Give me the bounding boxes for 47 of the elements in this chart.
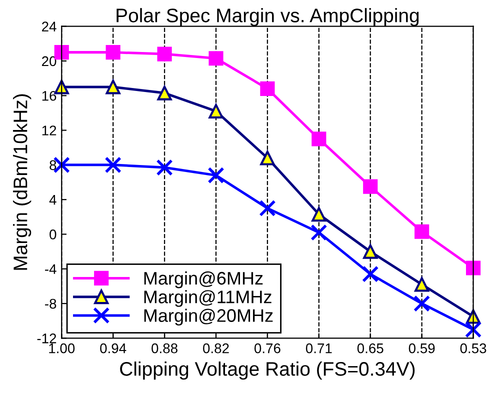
point [413,295,430,312]
x-tick-label: 0.94 [100,343,126,354]
point [260,150,275,166]
legend-label: Margin@11MHz [144,290,272,307]
point [104,156,122,174]
point [466,260,481,276]
point [310,224,328,241]
x-tick-label: 0.65 [357,343,384,354]
point [414,224,430,239]
point [312,132,326,146]
y-tick-label: -4 [45,264,56,274]
point [208,51,224,66]
point [464,321,482,338]
point [363,179,378,194]
x-tick-label: 0.71 [306,343,332,354]
x-tick-label: 0.82 [203,343,229,354]
x-tick-label: 0.59 [408,343,435,354]
point [362,266,379,282]
point [106,45,120,60]
y-tick-label: 12 [42,126,56,136]
x-tick-label: 0.76 [254,343,280,354]
point [208,104,224,119]
x-axis-title: Clipping Voltage Ratio (FS=0.34V) [120,362,415,380]
legend-label: Margin@6MHz [144,271,263,288]
point [312,207,326,222]
point [106,80,120,94]
point [363,244,378,259]
point [208,166,224,184]
x-tick-label: 1.00 [49,343,75,354]
y-tick-label: 0 [50,230,56,240]
point [157,46,172,62]
y-tick-label: 4 [49,195,56,205]
point [156,159,173,176]
chart-title: Polar Spec Margin vs. AmpClipping [116,8,419,26]
legend-label: Margin@20MHz [144,308,273,326]
x-tick-label: 0.53 [460,343,486,354]
y-axis-title: Margin (dBm/10kHz) [13,94,32,270]
point [414,277,430,292]
y-tick-label: 16 [42,90,56,101]
point [157,86,172,100]
y-tick-label: 8 [50,160,56,170]
y-tick-label: -8 [45,298,56,309]
x-tick-label: 0.88 [152,343,178,354]
point [259,200,276,217]
y-tick-label: -12 [37,334,56,344]
point [260,81,275,96]
y-tick-label: 24 [42,22,56,32]
